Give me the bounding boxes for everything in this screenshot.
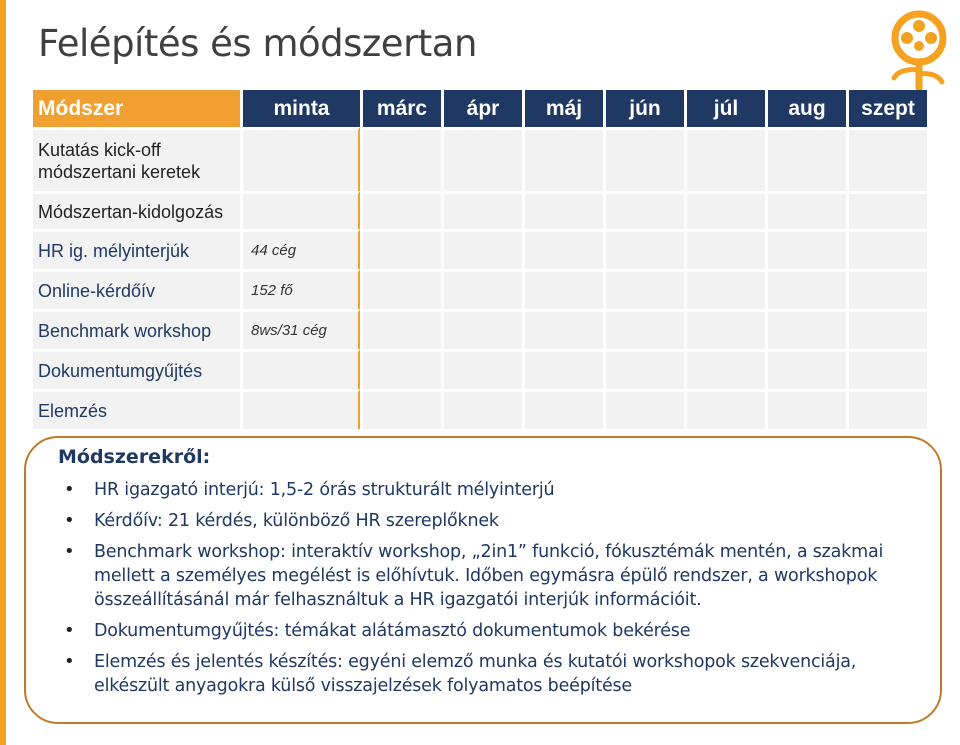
month-cell bbox=[687, 229, 765, 269]
month-cell bbox=[444, 389, 522, 429]
month-cell bbox=[849, 127, 927, 191]
month-cell bbox=[444, 309, 522, 349]
month-cell bbox=[606, 229, 684, 269]
notes-list: HR igazgató interjú: 1,5-2 órás struktur… bbox=[64, 478, 924, 705]
sample-label bbox=[243, 349, 360, 389]
header-month-marc: márc bbox=[363, 90, 441, 127]
month-cell bbox=[687, 269, 765, 309]
month-cell bbox=[363, 389, 441, 429]
method-label: HR ig. mélyinterjúk bbox=[33, 229, 240, 269]
method-label: Elemzés bbox=[33, 389, 240, 429]
month-cell bbox=[444, 269, 522, 309]
month-cell bbox=[768, 127, 846, 191]
month-cell bbox=[444, 127, 522, 191]
method-label: Benchmark workshop bbox=[33, 309, 240, 349]
sample-label bbox=[243, 389, 360, 429]
month-cell bbox=[768, 269, 846, 309]
schedule-header-row: Módszer minta márc ápr máj jún júl aug s… bbox=[33, 90, 927, 127]
month-cell bbox=[444, 191, 522, 229]
note-item: Elemzés és jelentés készítés: egyéni ele… bbox=[64, 650, 924, 698]
schedule-row: Kutatás kick-off módszertani keretek bbox=[33, 127, 927, 191]
sample-label bbox=[243, 127, 360, 191]
sample-label: 44 cég bbox=[243, 229, 360, 269]
month-cell bbox=[768, 191, 846, 229]
month-cell bbox=[606, 269, 684, 309]
methods-notes-box: Módszerekről: HR igazgató interjú: 1,5-2… bbox=[24, 436, 942, 724]
month-cell bbox=[444, 229, 522, 269]
schedule-row: Módszertan-kidolgozás bbox=[33, 191, 927, 229]
month-cell bbox=[849, 229, 927, 269]
schedule-row: Online-kérdőív 152 fő bbox=[33, 269, 927, 309]
header-sample: minta bbox=[243, 90, 360, 127]
header-method: Módszer bbox=[33, 90, 240, 127]
month-cell bbox=[363, 349, 441, 389]
method-label: Online-kérdőív bbox=[33, 269, 240, 309]
schedule-row: HR ig. mélyinterjúk 44 cég bbox=[33, 229, 927, 269]
month-cell bbox=[525, 191, 603, 229]
month-cell bbox=[363, 191, 441, 229]
sample-label: 8ws/31 cég bbox=[243, 309, 360, 349]
month-cell bbox=[525, 309, 603, 349]
month-cell bbox=[849, 349, 927, 389]
header-month-apr: ápr bbox=[444, 90, 522, 127]
sample-label bbox=[243, 191, 360, 229]
schedule-row: Elemzés bbox=[33, 389, 927, 429]
month-cell bbox=[849, 389, 927, 429]
month-cell bbox=[687, 349, 765, 389]
schedule-row: Benchmark workshop 8ws/31 cég bbox=[33, 309, 927, 349]
method-label: Dokumentumgyűjtés bbox=[33, 349, 240, 389]
month-cell bbox=[606, 309, 684, 349]
method-label: Kutatás kick-off módszertani keretek bbox=[33, 127, 240, 191]
note-item: HR igazgató interjú: 1,5-2 órás struktur… bbox=[64, 478, 924, 502]
notes-heading: Módszerekről: bbox=[58, 446, 211, 468]
month-cell bbox=[444, 349, 522, 389]
month-cell bbox=[768, 229, 846, 269]
month-cell bbox=[687, 191, 765, 229]
month-cell bbox=[606, 349, 684, 389]
month-cell bbox=[687, 309, 765, 349]
schedule-body: Kutatás kick-off módszertani keretek Móds… bbox=[33, 127, 927, 429]
accent-bar bbox=[0, 0, 6, 745]
note-item: Dokumentumgyűjtés: témákat alátámasztó d… bbox=[64, 619, 924, 643]
header-month-szept: szept bbox=[849, 90, 927, 127]
month-cell bbox=[849, 309, 927, 349]
month-cell bbox=[849, 269, 927, 309]
sample-label: 152 fő bbox=[243, 269, 360, 309]
month-cell bbox=[363, 127, 441, 191]
month-cell bbox=[525, 349, 603, 389]
schedule-table: Módszer minta márc ápr máj jún júl aug s… bbox=[30, 90, 930, 429]
note-item: Benchmark workshop: interaktív workshop,… bbox=[64, 540, 924, 612]
month-cell bbox=[768, 349, 846, 389]
month-cell bbox=[606, 389, 684, 429]
month-cell bbox=[363, 229, 441, 269]
month-cell bbox=[606, 127, 684, 191]
month-cell bbox=[363, 309, 441, 349]
note-item: Kérdőív: 21 kérdés, különböző HR szerepl… bbox=[64, 509, 924, 533]
page-title: Felépítés és módszertan bbox=[38, 22, 477, 65]
method-label: Módszertan-kidolgozás bbox=[33, 191, 240, 229]
tree-logo-icon bbox=[891, 10, 947, 90]
month-cell bbox=[849, 191, 927, 229]
header-month-jul: júl bbox=[687, 90, 765, 127]
month-cell bbox=[525, 389, 603, 429]
month-cell bbox=[606, 191, 684, 229]
schedule-row: Dokumentumgyűjtés bbox=[33, 349, 927, 389]
month-cell bbox=[525, 229, 603, 269]
month-cell bbox=[768, 309, 846, 349]
month-cell bbox=[768, 389, 846, 429]
header-month-maj: máj bbox=[525, 90, 603, 127]
month-cell bbox=[687, 127, 765, 191]
month-cell bbox=[363, 269, 441, 309]
header-month-aug: aug bbox=[768, 90, 846, 127]
month-cell bbox=[525, 269, 603, 309]
month-cell bbox=[687, 389, 765, 429]
month-cell bbox=[525, 127, 603, 191]
header-month-jun: jún bbox=[606, 90, 684, 127]
